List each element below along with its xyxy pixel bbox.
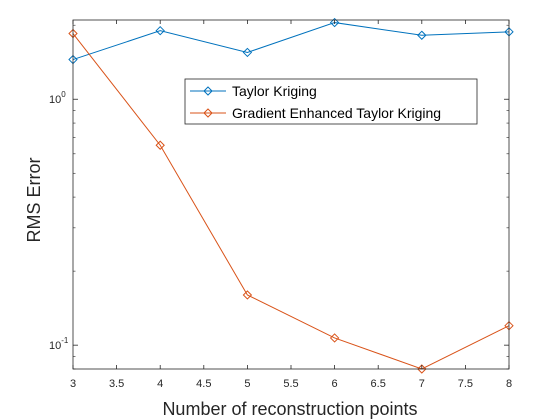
x-tick-label: 4 [157,378,163,390]
legend-marker [203,108,213,118]
y-tick-exponent: -1 [61,336,69,345]
series-2-point [329,333,340,343]
x-tick-label: 4.5 [196,378,211,390]
x-tick-label: 7 [419,378,425,390]
series-2-line [72,33,510,370]
series-1-point [155,25,165,36]
legend-item-2: Gradient Enhanced Taylor Kriging [190,105,441,121]
series-2-point [417,364,427,374]
y-tick-exponent: 0 [61,90,66,99]
series-2-point [155,140,165,150]
legend-item-1: Taylor Kriging [190,83,317,99]
x-axis-label: Number of reconstruction points [162,399,417,419]
y-axis-label: RMS Error [24,157,44,242]
x-tick-label: 6.5 [371,378,386,390]
series-1-line [72,22,510,61]
x-tick-label: 7.5 [458,378,473,390]
legend-box [184,78,478,125]
legend-items: Taylor Kriging Gradient Enhanced Taylor K… [190,83,441,121]
legend-label: Gradient Enhanced Taylor Kriging [232,105,441,121]
x-tick-label: 5 [244,378,250,390]
series-1-point [329,17,340,28]
x-tick-label: 3 [70,378,76,390]
x-tick-label: 6 [332,378,338,390]
series-2-point [242,290,253,300]
legend-label: Taylor Kriging [232,83,317,99]
series-1-point [242,47,253,58]
legend: Taylor Kriging Gradient Enhanced Taylor K… [184,78,478,125]
series-1-point [417,30,427,40]
x-tick-label: 8 [506,378,512,390]
plot-area [73,20,509,369]
series-2 [68,28,514,374]
x-tick-label: 5.5 [283,378,298,390]
legend-marker [203,86,213,96]
x-tick-label: 3.5 [109,378,124,390]
